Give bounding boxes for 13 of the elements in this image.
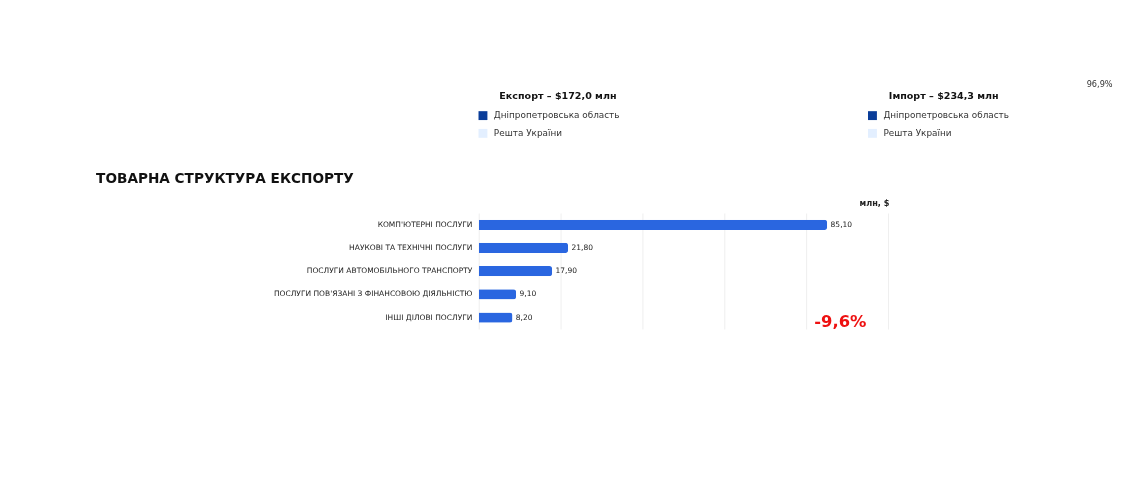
legend-label: Дніпропетровська область	[883, 110, 1009, 121]
text: ТОВАРНА СТРУКТУРА ЕКСПОРТУ	[96, 170, 355, 187]
legend-label: Решта України	[493, 128, 562, 139]
text: 96,9%	[1086, 78, 1113, 89]
text: Імпорт – $234,3 млн	[888, 90, 999, 102]
text: Експорт – $172,0 млн	[499, 90, 617, 102]
text: млн, $	[859, 198, 890, 209]
bar	[478, 266, 553, 277]
legend-label: Решта України	[883, 128, 952, 139]
bar	[478, 219, 828, 230]
annotation: -9,6%	[814, 312, 867, 332]
legend-label: Дніпропетровська область	[493, 110, 620, 121]
bar	[478, 242, 569, 254]
